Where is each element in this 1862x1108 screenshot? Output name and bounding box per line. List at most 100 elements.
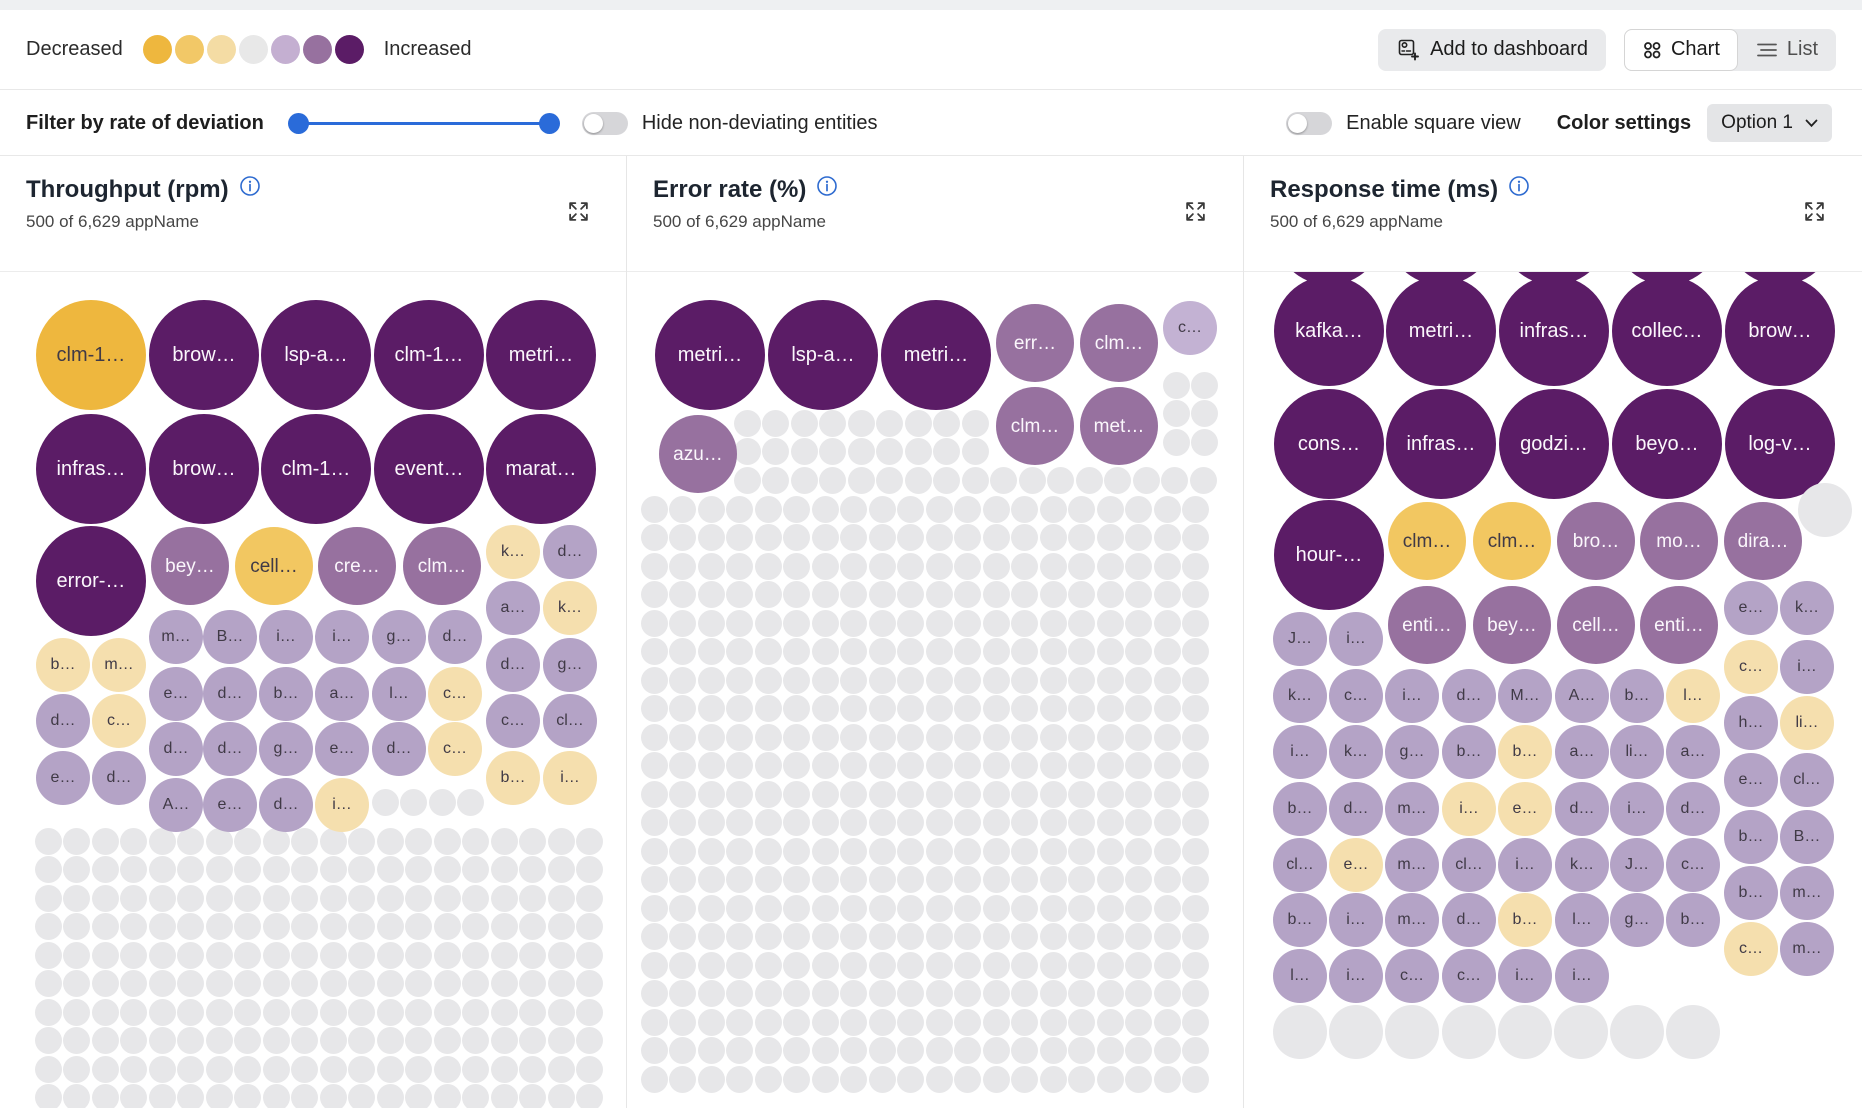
entity-bubble[interactable]: k…	[1273, 669, 1327, 723]
entity-bubble[interactable]: clm-1…	[261, 414, 371, 524]
entity-bubble[interactable]: azu…	[659, 415, 737, 493]
entity-bubble[interactable]: clm-1…	[374, 300, 484, 410]
entity-bubble[interactable]: cl…	[543, 694, 597, 748]
entity-bubble[interactable]: g…	[1385, 725, 1439, 779]
entity-bubble[interactable]: i…	[1610, 782, 1664, 836]
entity-bubble[interactable]: godzi…	[1499, 389, 1609, 499]
entity-bubble[interactable]: a…	[315, 667, 369, 721]
chart-view-button[interactable]: Chart	[1623, 28, 1738, 71]
entity-bubble[interactable]: metri…	[655, 300, 765, 410]
entity-bubble[interactable]: d…	[203, 722, 257, 776]
entity-bubble[interactable]: c…	[92, 694, 146, 748]
entity-bubble[interactable]: i…	[1780, 640, 1834, 694]
entity-bubble[interactable]: l…	[1273, 949, 1327, 1003]
entity-bubble[interactable]: M…	[1498, 669, 1552, 723]
entity-bubble[interactable]: c…	[1385, 949, 1439, 1003]
entity-bubble[interactable]: g…	[259, 722, 313, 776]
entity-bubble[interactable]: i…	[1555, 949, 1609, 1003]
entity-bubble[interactable]: lsp-a…	[768, 300, 878, 410]
info-icon[interactable]	[239, 175, 261, 202]
entity-bubble[interactable]: d…	[92, 751, 146, 805]
entity-bubble[interactable]: i…	[1442, 782, 1496, 836]
entity-bubble[interactable]: d…	[1555, 782, 1609, 836]
slider-handle-min[interactable]	[287, 112, 309, 134]
entity-bubble[interactable]: d…	[149, 722, 203, 776]
entity-bubble[interactable]: dira…	[1724, 502, 1802, 580]
entity-bubble[interactable]: marat…	[486, 414, 596, 524]
hide-non-deviating-toggle[interactable]	[581, 111, 628, 135]
entity-bubble[interactable]: c…	[1442, 949, 1496, 1003]
entity-bubble[interactable]: g…	[372, 610, 426, 664]
entity-bubble[interactable]: h…	[1724, 696, 1778, 750]
entity-bubble[interactable]: clm…	[403, 527, 481, 605]
entity-bubble[interactable]: c…	[1724, 640, 1778, 694]
entity-bubble[interactable]: clm…	[1080, 304, 1158, 382]
entity-bubble[interactable]: metri…	[881, 300, 991, 410]
entity-bubble[interactable]: i…	[1385, 669, 1439, 723]
entity-bubble[interactable]: bro…	[1557, 502, 1635, 580]
entity-bubble[interactable]: d…	[372, 722, 426, 776]
entity-bubble[interactable]: clm…	[1473, 502, 1551, 580]
entity-bubble[interactable]: metri…	[1386, 276, 1496, 386]
expand-panel-button[interactable]	[1801, 198, 1828, 228]
entity-bubble[interactable]: c…	[486, 694, 540, 748]
entity-bubble[interactable]: A…	[149, 778, 203, 832]
entity-bubble[interactable]: infras…	[36, 414, 146, 524]
entity-bubble[interactable]: error-…	[36, 526, 146, 636]
entity-bubble[interactable]: k…	[1555, 838, 1609, 892]
entity-bubble[interactable]: e…	[1724, 753, 1778, 807]
entity-bubble[interactable]: event…	[374, 414, 484, 524]
entity-bubble[interactable]: b…	[1610, 669, 1664, 723]
entity-bubble[interactable]: a…	[1555, 725, 1609, 779]
entity-bubble[interactable]: i…	[1273, 725, 1327, 779]
entity-bubble[interactable]: m…	[1385, 782, 1439, 836]
entity-bubble[interactable]: c…	[428, 667, 482, 721]
entity-bubble[interactable]: hour-…	[1274, 500, 1384, 610]
entity-bubble[interactable]: i…	[1498, 949, 1552, 1003]
entity-bubble[interactable]: a…	[486, 581, 540, 635]
entity-bubble[interactable]: b…	[486, 751, 540, 805]
entity-bubble[interactable]: clm-1…	[36, 300, 146, 410]
entity-bubble[interactable]: bey…	[151, 527, 229, 605]
entity-bubble[interactable]: bey…	[1473, 586, 1551, 664]
entity-bubble[interactable]: b…	[1724, 866, 1778, 920]
entity-bubble[interactable]: kafka…	[1274, 276, 1384, 386]
entity-bubble[interactable]: enti…	[1388, 586, 1466, 664]
entity-bubble[interactable]: e…	[315, 722, 369, 776]
entity-bubble[interactable]: d…	[203, 667, 257, 721]
entity-bubble[interactable]: metri…	[486, 300, 596, 410]
entity-bubble[interactable]: i…	[259, 610, 313, 664]
entity-bubble[interactable]: B…	[203, 610, 257, 664]
entity-bubble[interactable]: c…	[1329, 669, 1383, 723]
entity-bubble[interactable]: d…	[428, 610, 482, 664]
entity-bubble[interactable]: i…	[315, 610, 369, 664]
entity-bubble[interactable]: m…	[1385, 838, 1439, 892]
entity-bubble[interactable]: brow…	[149, 300, 259, 410]
entity-bubble[interactable]: k…	[1780, 581, 1834, 635]
entity-bubble[interactable]: cons…	[1274, 389, 1384, 499]
entity-bubble[interactable]: m…	[1385, 893, 1439, 947]
entity-bubble[interactable]: d…	[543, 525, 597, 579]
entity-bubble[interactable]: d…	[1442, 669, 1496, 723]
entity-bubble[interactable]: b…	[1498, 725, 1552, 779]
expand-panel-button[interactable]	[1182, 198, 1209, 228]
entity-bubble[interactable]: li…	[1780, 696, 1834, 750]
add-to-dashboard-button[interactable]: Add to dashboard	[1378, 28, 1606, 71]
entity-bubble[interactable]: collec…	[1612, 276, 1722, 386]
entity-bubble[interactable]: k…	[1329, 725, 1383, 779]
entity-bubble[interactable]: g…	[1610, 893, 1664, 947]
entity-bubble[interactable]: clm…	[1388, 502, 1466, 580]
entity-bubble[interactable]: d…	[1666, 782, 1720, 836]
entity-bubble[interactable]: J…	[1610, 838, 1664, 892]
entity-bubble[interactable]: lsp-a…	[261, 300, 371, 410]
entity-bubble[interactable]: A…	[1555, 669, 1609, 723]
entity-bubble[interactable]: i…	[1329, 612, 1383, 666]
entity-bubble[interactable]: i…	[1329, 893, 1383, 947]
entity-bubble[interactable]: e…	[1329, 838, 1383, 892]
entity-bubble[interactable]: m…	[92, 638, 146, 692]
list-view-button[interactable]: List	[1738, 29, 1836, 71]
entity-bubble[interactable]: c…	[1666, 838, 1720, 892]
entity-bubble[interactable]: e…	[1724, 581, 1778, 635]
entity-bubble[interactable]: B…	[1780, 810, 1834, 864]
entity-bubble[interactable]: log-v…	[1725, 389, 1835, 499]
